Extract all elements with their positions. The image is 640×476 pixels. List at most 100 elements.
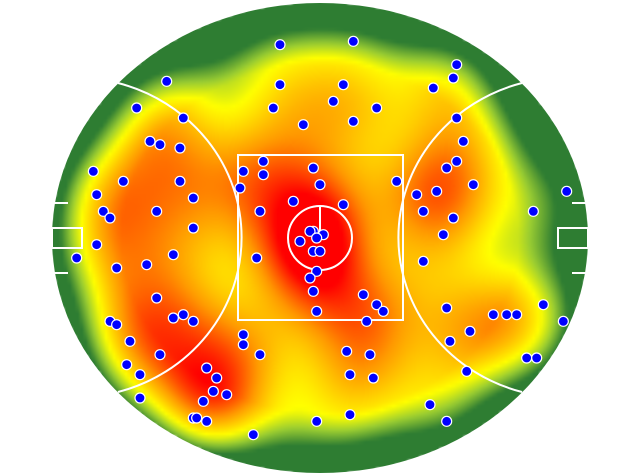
- event-point: [447, 72, 459, 84]
- event-point: [307, 162, 319, 174]
- event-point: [177, 112, 189, 124]
- event-point: [254, 205, 266, 217]
- event-point: [191, 412, 203, 424]
- event-point: [361, 315, 373, 327]
- event-point: [154, 139, 166, 151]
- event-point: [144, 135, 156, 147]
- event-point: [314, 245, 326, 257]
- event-point: [187, 222, 199, 234]
- event-point: [441, 162, 453, 174]
- event-point: [457, 135, 469, 147]
- event-point: [311, 305, 323, 317]
- event-point: [304, 272, 316, 284]
- event-point: [71, 252, 83, 264]
- event-point: [187, 315, 199, 327]
- event-point: [254, 349, 266, 361]
- event-point: [441, 302, 453, 314]
- event-point: [364, 349, 376, 361]
- event-point: [304, 225, 316, 237]
- centre-square: [237, 154, 404, 321]
- event-point: [537, 299, 549, 311]
- event-point: [211, 372, 223, 384]
- event-point: [531, 352, 543, 364]
- event-point: [307, 285, 319, 297]
- event-point: [97, 205, 109, 217]
- event-point: [447, 212, 459, 224]
- event-point: [104, 212, 116, 224]
- event-point: [417, 205, 429, 217]
- event-point: [557, 315, 569, 327]
- event-point: [174, 175, 186, 187]
- event-point: [151, 205, 163, 217]
- event-point: [427, 82, 439, 94]
- event-point: [391, 175, 403, 187]
- event-point: [444, 335, 456, 347]
- event-point: [327, 95, 339, 107]
- event-point: [294, 235, 306, 247]
- event-point: [467, 179, 479, 191]
- event-point: [521, 352, 533, 364]
- event-point: [131, 102, 143, 114]
- event-point: [221, 389, 233, 401]
- event-point: [91, 239, 103, 251]
- event-point: [187, 192, 199, 204]
- event-point: [451, 59, 463, 71]
- event-point: [287, 195, 299, 207]
- event-point: [341, 345, 353, 357]
- event-point: [201, 415, 213, 427]
- event-point: [461, 365, 473, 377]
- event-point: [367, 372, 379, 384]
- event-point: [417, 255, 429, 267]
- event-point: [134, 369, 146, 381]
- event-point: [371, 102, 383, 114]
- event-point: [237, 339, 249, 351]
- event-point: [377, 305, 389, 317]
- event-point: [297, 119, 309, 131]
- event-point: [311, 265, 323, 277]
- event-point: [451, 155, 463, 167]
- event-point: [124, 335, 136, 347]
- event-point: [311, 415, 323, 427]
- event-point: [87, 165, 99, 177]
- event-point: [207, 385, 219, 397]
- event-point: [437, 229, 449, 241]
- event-point: [487, 309, 499, 321]
- event-point: [201, 362, 213, 374]
- event-point: [357, 289, 369, 301]
- event-point: [267, 102, 279, 114]
- event-point: [274, 39, 286, 51]
- event-point: [174, 142, 186, 154]
- event-point: [111, 319, 123, 331]
- event-point: [344, 369, 356, 381]
- event-point: [337, 199, 349, 211]
- event-point: [441, 415, 453, 427]
- event-point: [371, 299, 383, 311]
- event-point: [167, 312, 179, 324]
- event-point: [134, 392, 146, 404]
- event-point: [237, 329, 249, 341]
- event-point: [527, 205, 539, 217]
- event-point: [501, 309, 513, 321]
- event-point: [424, 399, 436, 411]
- event-point: [251, 252, 263, 264]
- right-50m-arc: [397, 82, 523, 393]
- left-50m-arc: [117, 82, 243, 393]
- event-point: [121, 359, 133, 371]
- event-point: [141, 259, 153, 271]
- event-points: [71, 35, 573, 441]
- event-point: [237, 165, 249, 177]
- event-point: [257, 155, 269, 167]
- event-point: [167, 249, 179, 261]
- event-point: [257, 169, 269, 181]
- event-point: [561, 185, 573, 197]
- event-point: [464, 325, 476, 337]
- event-point: [91, 189, 103, 201]
- event-point: [247, 429, 259, 441]
- event-point: [177, 309, 189, 321]
- event-point: [311, 232, 323, 244]
- event-point: [451, 112, 463, 124]
- event-point: [117, 175, 129, 187]
